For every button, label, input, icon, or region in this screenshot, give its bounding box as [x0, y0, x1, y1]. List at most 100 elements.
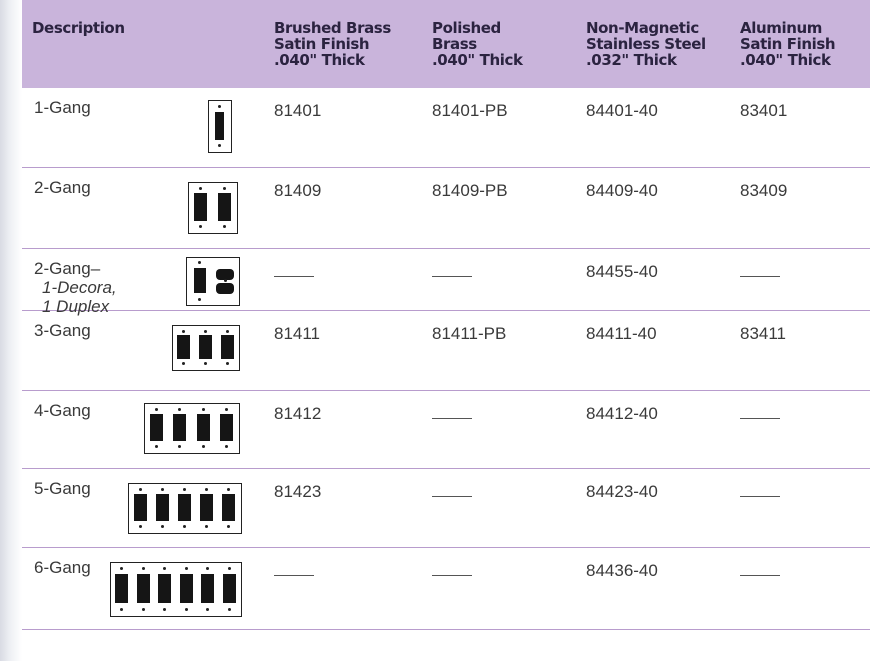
- screw-icon: [120, 607, 124, 611]
- part-number: 81401-PB: [432, 101, 508, 120]
- part-number: 83401: [740, 101, 788, 120]
- decora-opening: [194, 193, 208, 221]
- part-number: 81411-PB: [432, 323, 507, 343]
- screw-icon: [184, 566, 188, 570]
- decora-opening: [136, 573, 150, 604]
- description-label: 5-Gang: [34, 478, 91, 498]
- part-number-cell: [422, 468, 576, 548]
- description-cell: 5-Gang: [22, 468, 264, 548]
- screw-icon: [199, 186, 203, 190]
- screw-icon: [225, 361, 229, 365]
- description-text: 6-Gang: [34, 558, 91, 577]
- screw-icon: [227, 524, 231, 528]
- part-number: 81409: [274, 180, 322, 200]
- part-number-cell: 81411: [264, 310, 422, 391]
- table-row: 5-Gang 81423 84423-40: [22, 468, 870, 548]
- description-label: 6-Gang: [34, 557, 91, 577]
- screw-icon: [141, 566, 145, 570]
- part-number-cell: 81411-PB: [422, 310, 576, 391]
- description-label: 1-Gang: [34, 98, 91, 117]
- screw-icon: [206, 607, 210, 611]
- not-available-dash: [740, 417, 780, 419]
- description-text: 2-Gang: [34, 178, 91, 197]
- table-row: 2-Gang 81409 81409-PB 84409-40 83409: [22, 167, 870, 249]
- part-number-cell: [422, 248, 576, 311]
- screw-icon: [225, 329, 229, 333]
- screw-icon: [218, 144, 221, 147]
- part-number-cell: 81401: [264, 88, 422, 168]
- description-cell: 3-Gang: [22, 310, 264, 391]
- screw-icon: [163, 607, 167, 611]
- description-cell: 1-Gang: [22, 88, 264, 168]
- screw-icon: [206, 566, 210, 570]
- column-header-line: Aluminum: [740, 19, 822, 37]
- part-number: 84423-40: [586, 481, 658, 501]
- not-available-dash: [432, 275, 472, 277]
- screw-icon: [198, 260, 202, 264]
- screw-icon: [163, 566, 167, 570]
- column-header-line: Polished: [432, 19, 501, 37]
- column-header-4: Aluminum Satin Finish .040" Thick: [730, 0, 870, 88]
- part-number: 83411: [740, 323, 787, 343]
- table-row: 2-Gang– 1-Decora, 1 Duplex 84455-40: [22, 248, 870, 316]
- part-number: 81412: [274, 403, 322, 423]
- part-number-cell: [730, 468, 870, 548]
- part-number: 84412-40: [586, 403, 658, 423]
- part-number-cell: 84409-40: [576, 167, 730, 249]
- description-cell: 2-Gang– 1-Decora, 1 Duplex: [22, 248, 264, 316]
- screw-icon: [184, 607, 188, 611]
- decora-opening: [222, 573, 236, 604]
- not-available-dash: [740, 574, 780, 576]
- decora-opening: [201, 573, 215, 604]
- screw-icon: [204, 361, 207, 365]
- screw-icon: [138, 487, 142, 491]
- wallplate-decora-duplex-icon: [186, 256, 240, 306]
- part-number: 84436-40: [586, 560, 658, 580]
- column-header-line: Stainless Steel: [586, 35, 706, 53]
- decora-opening: [179, 573, 193, 604]
- description-text: 3-Gang: [34, 321, 91, 340]
- wallplate-6-gang-icon: [110, 561, 242, 617]
- screw-icon: [205, 524, 209, 528]
- decora-opening: [222, 494, 236, 521]
- screw-icon: [204, 329, 207, 333]
- decora-opening: [177, 334, 191, 360]
- column-header-line: Brushed Brass: [274, 19, 391, 37]
- not-available-dash: [274, 574, 314, 576]
- screw-icon: [182, 361, 186, 365]
- part-number: 81411: [274, 323, 321, 343]
- decora-opening: [155, 494, 169, 521]
- part-number-cell: 84412-40: [576, 390, 730, 469]
- part-number: 81423: [274, 481, 322, 501]
- part-number: 81401: [274, 101, 322, 120]
- description-text: 4-Gang: [34, 401, 91, 420]
- table-row: 3-Gang 81411 81411-PB 84411-40 83411: [22, 310, 870, 391]
- screw-icon: [160, 524, 164, 528]
- part-number: 83409: [740, 180, 788, 200]
- screw-icon: [201, 444, 205, 448]
- not-available-dash: [432, 417, 472, 419]
- screw-icon: [218, 105, 221, 108]
- description-cell: 4-Gang: [22, 390, 264, 469]
- decora-opening: [196, 414, 210, 441]
- description-label: 2-Gang: [34, 177, 91, 197]
- screw-icon: [182, 329, 186, 333]
- description-sublabel: 1-Decora,: [42, 277, 117, 297]
- column-header-line: .040" Thick: [274, 51, 365, 69]
- screw-icon: [222, 186, 226, 190]
- part-number-cell: [422, 547, 576, 630]
- decora-opening: [193, 267, 206, 294]
- screw-icon: [199, 224, 203, 228]
- screw-icon: [224, 407, 228, 411]
- screw-icon: [227, 487, 231, 491]
- part-number-cell: 84455-40: [576, 248, 730, 311]
- part-number-cell: [264, 248, 422, 311]
- screw-icon: [141, 607, 145, 611]
- description-label: 3-Gang: [34, 320, 91, 340]
- part-number-cell: 81412: [264, 390, 422, 469]
- part-number: 84401-40: [586, 101, 658, 120]
- part-number: 84455-40: [586, 261, 658, 281]
- part-number-cell: 84423-40: [576, 468, 730, 548]
- not-available-dash: [432, 574, 472, 576]
- screw-icon: [178, 444, 182, 448]
